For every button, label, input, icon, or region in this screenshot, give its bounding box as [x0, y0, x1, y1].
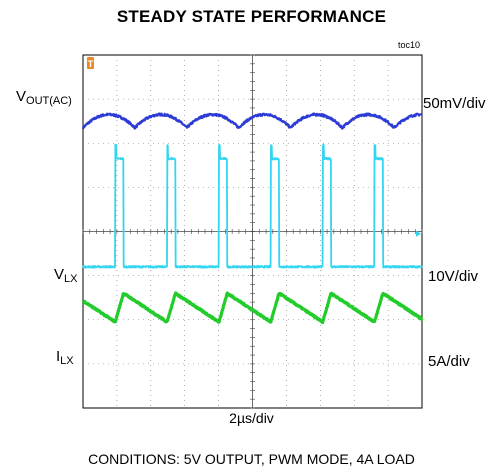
vlx-scale: 10V/div [428, 268, 479, 285]
ilx-label-sub: LX [60, 355, 74, 367]
vout-label-main: V [16, 88, 27, 105]
vlx-label-main: V [54, 266, 65, 283]
figure-id: toc10 [398, 40, 421, 50]
vout-label-sub: OUT(AC) [26, 95, 72, 107]
vout-scale: 50mV/div [423, 95, 486, 112]
ilx-trace [81, 291, 424, 325]
ilx-scale: 5A/div [428, 353, 470, 370]
vlx-label: VLX [54, 266, 77, 285]
trigger-marker-label: T [88, 59, 94, 69]
conditions-note: CONDITIONS: 5V OUTPUT, PWM MODE, 4A LOAD [88, 451, 415, 467]
vout-label: VOUT(AC) [16, 88, 72, 107]
trigger-marker [86, 57, 94, 69]
chart-title: STEADY STATE PERFORMANCE [116, 7, 387, 26]
vout-trace [81, 112, 423, 130]
trigger-level-marker [416, 230, 421, 237]
vlx-label-sub: LX [64, 273, 78, 285]
ilx-label-main: I [56, 348, 61, 365]
ilx-label: ILX [56, 348, 74, 367]
x-axis-label: 2µs/div [229, 410, 274, 426]
vlx-trace [82, 143, 423, 269]
